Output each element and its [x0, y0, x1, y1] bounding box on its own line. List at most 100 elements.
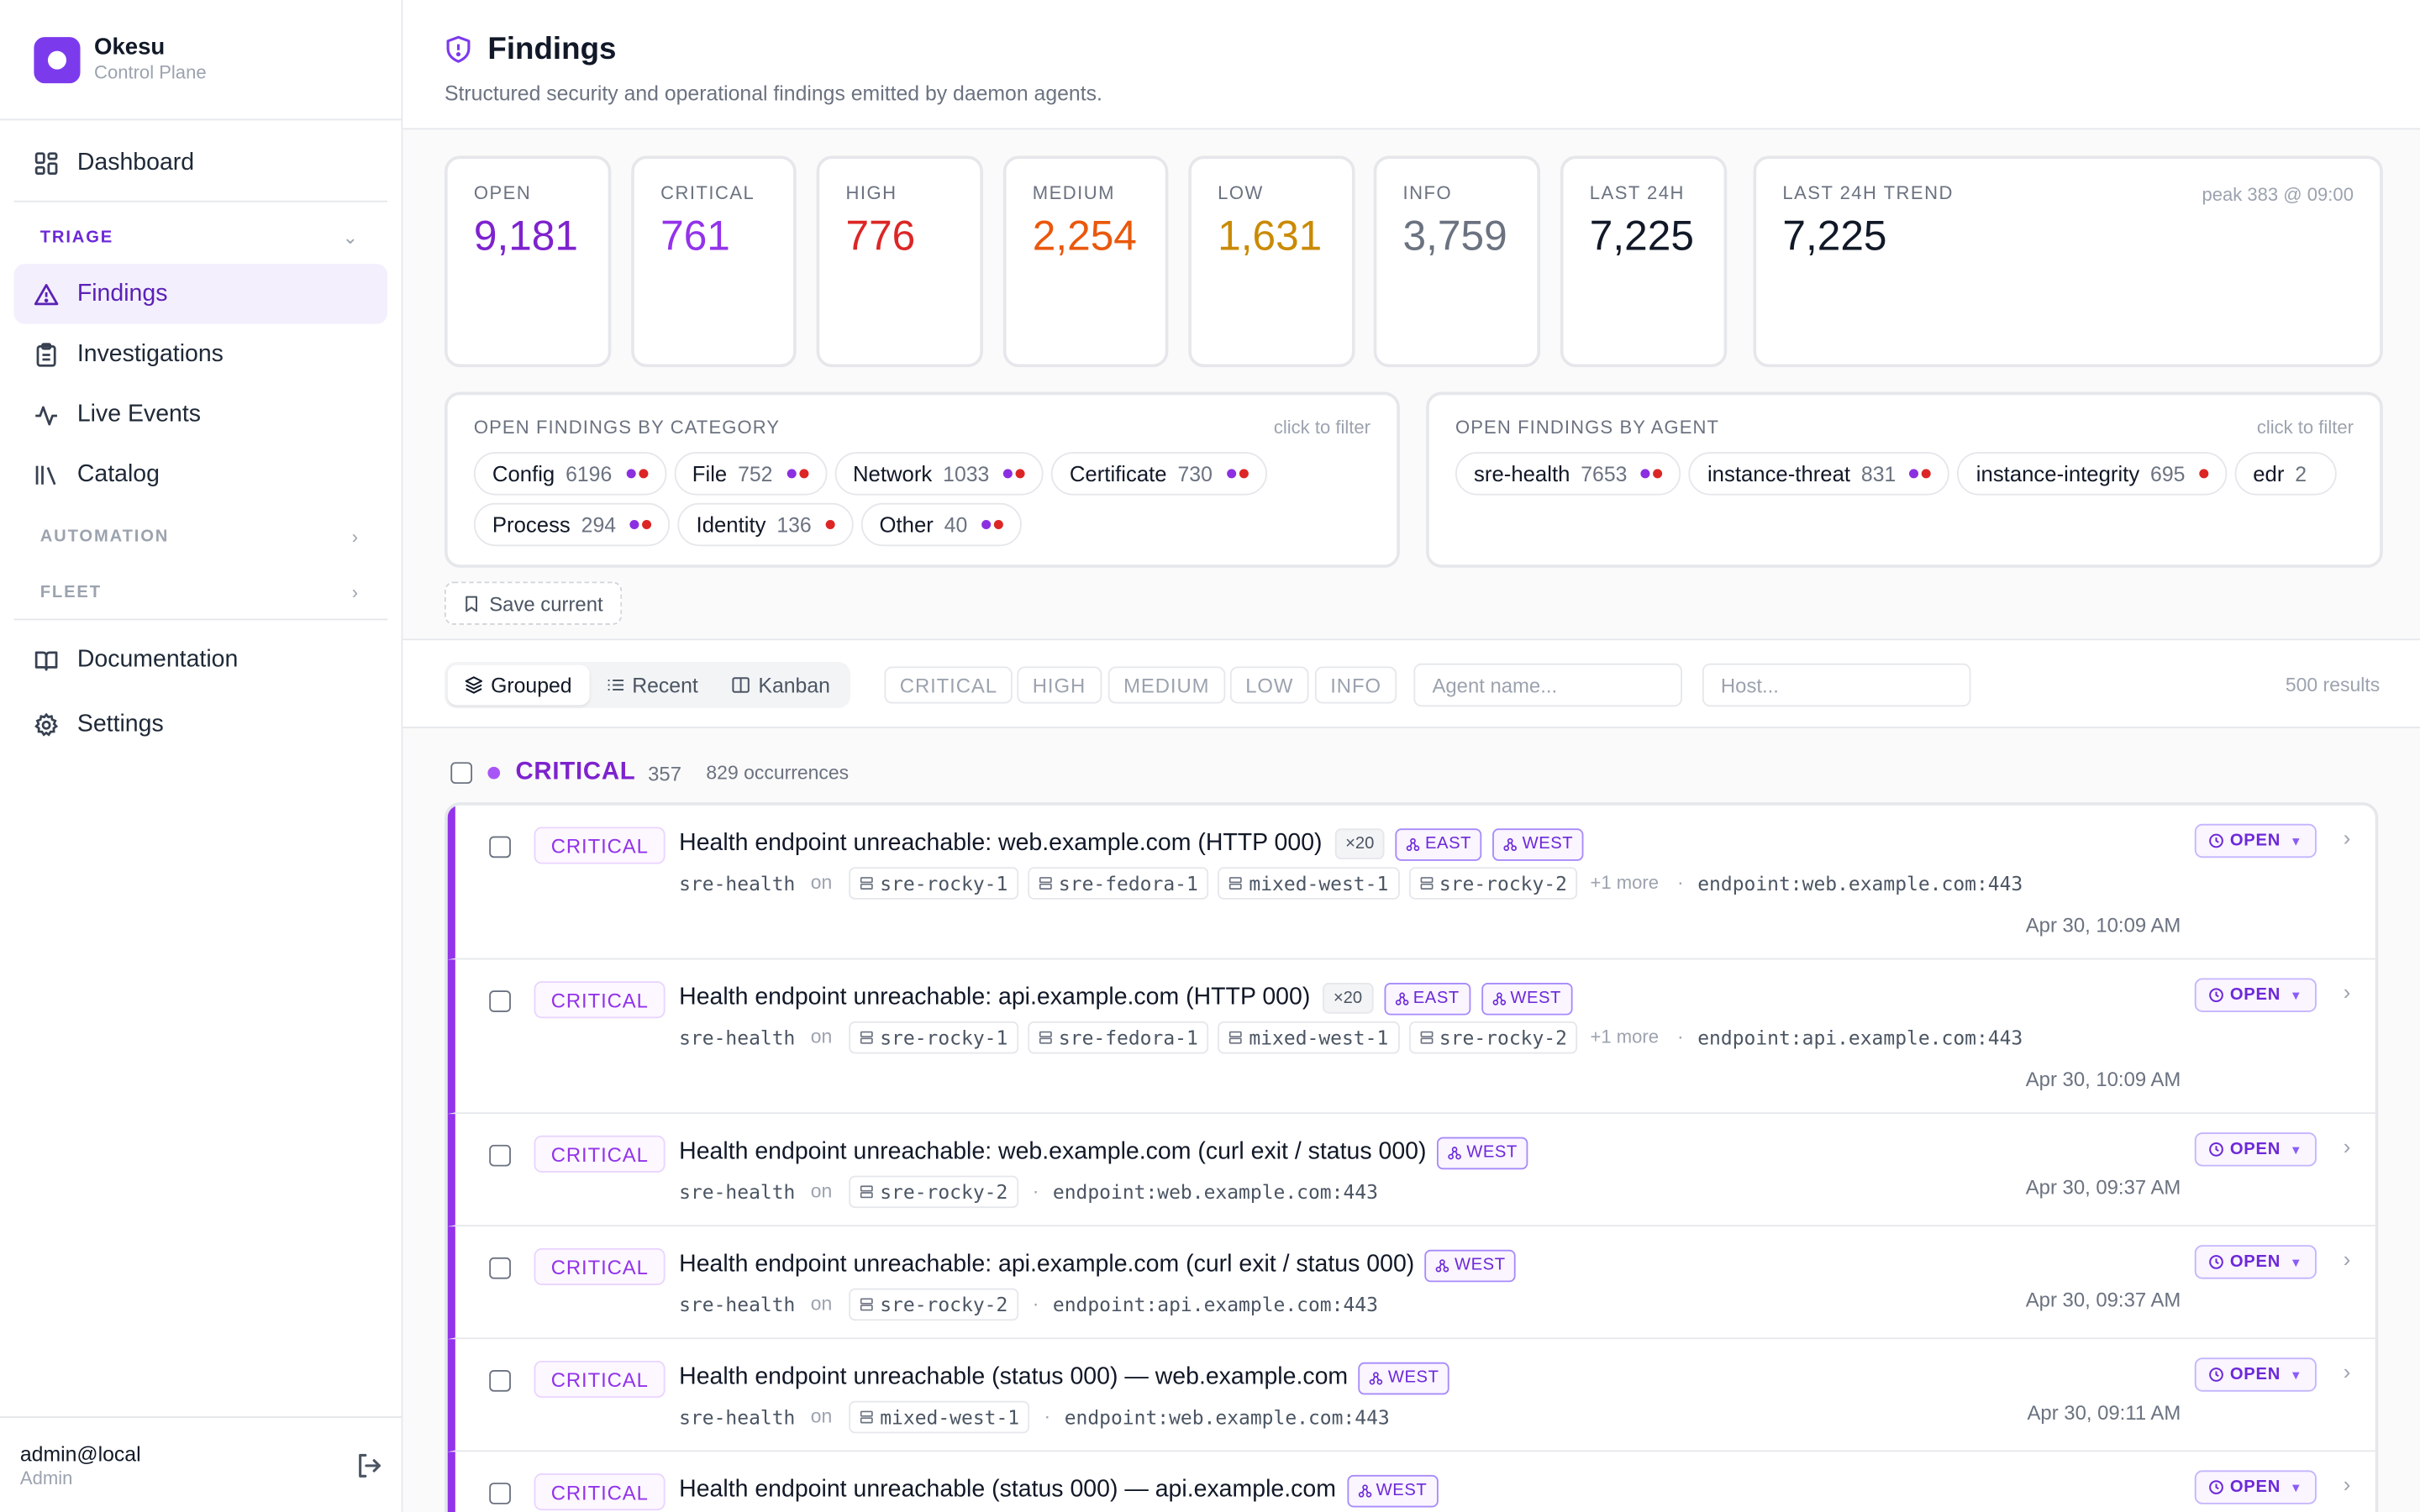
more-hosts-link[interactable]: +1 more	[1590, 1026, 1659, 1048]
finding-title[interactable]: Health endpoint unreachable: web.example…	[679, 1138, 1427, 1165]
severity-filter-low[interactable]: LOW	[1229, 666, 1309, 704]
finding-row[interactable]: CRITICAL Health endpoint unreachable: web…	[447, 805, 2375, 960]
host-tag[interactable]: sre-rocky-1	[849, 866, 1019, 899]
finding-title[interactable]: Health endpoint unreachable: web.example…	[679, 830, 1323, 857]
group-select-checkbox[interactable]	[450, 762, 473, 785]
agent-name[interactable]: sre-health	[679, 1404, 796, 1428]
filter-chip[interactable]: instance-integrity 695	[1957, 452, 2228, 496]
group-name[interactable]: CRITICAL	[515, 759, 636, 785]
severity-filter-critical[interactable]: CRITICAL	[884, 666, 1013, 704]
filter-chip[interactable]: Config 6196	[473, 452, 666, 496]
section-fleet[interactable]: FLEET ›	[14, 566, 387, 618]
save-current-button[interactable]: Save current	[444, 581, 622, 625]
host-tag[interactable]: sre-fedora-1	[1028, 1020, 1209, 1053]
finding-title[interactable]: Health endpoint unreachable (status 000)…	[679, 1363, 1349, 1390]
finding-title[interactable]: Health endpoint unreachable: api.example…	[679, 984, 1311, 1011]
severity-filter-medium[interactable]: MEDIUM	[1107, 666, 1225, 704]
region-tag[interactable]: WEST	[1481, 982, 1572, 1015]
sidebar-item-catalog[interactable]: Catalog	[14, 444, 387, 505]
host-input[interactable]	[1702, 663, 1971, 707]
sidebar-item-documentation[interactable]: Documentation	[14, 629, 387, 690]
agent-name[interactable]: sre-health	[679, 1179, 796, 1203]
region-tag[interactable]: WEST	[1437, 1136, 1528, 1169]
finding-row[interactable]: CRITICAL Health endpoint unreachable (sta…	[447, 1339, 2375, 1452]
brand[interactable]: Okesu Control Plane	[0, 0, 402, 121]
filter-chip[interactable]: Identity 136	[677, 502, 854, 547]
chevron-right-icon[interactable]: ›	[2343, 979, 2351, 1005]
sidebar-item-dashboard[interactable]: Dashboard	[14, 133, 387, 193]
status-dropdown[interactable]: OPEN ▼	[2194, 1357, 2317, 1392]
status-dropdown[interactable]: OPEN ▼	[2194, 823, 2317, 858]
chevron-right-icon[interactable]: ›	[2343, 1247, 2351, 1272]
tab-grouped[interactable]: Grouped	[447, 664, 589, 706]
host-tag[interactable]: sre-rocky-2	[1408, 866, 1578, 899]
stat-low[interactable]: LOW 1,631	[1188, 155, 1355, 368]
row-select-checkbox[interactable]	[489, 1483, 511, 1504]
severity-dots	[623, 469, 648, 479]
finding-row[interactable]: CRITICAL Health endpoint unreachable (sta…	[447, 1452, 2375, 1512]
more-hosts-link[interactable]: +1 more	[1590, 871, 1659, 894]
stat-medium[interactable]: MEDIUM 2,254	[1002, 155, 1169, 368]
status-dropdown[interactable]: OPEN ▼	[2194, 978, 2317, 1012]
stat-high[interactable]: HIGH 776	[816, 155, 983, 368]
host-tag[interactable]: mixed-west-1	[1218, 866, 1400, 899]
filter-chip[interactable]: sre-health 7653	[1455, 452, 1681, 496]
filter-chip[interactable]: Other 40	[860, 502, 1022, 547]
logout-icon[interactable]	[355, 1451, 382, 1478]
severity-filter-info[interactable]: INFO	[1314, 666, 1397, 704]
host-tag[interactable]: sre-fedora-1	[1028, 866, 1209, 899]
region-tag[interactable]: WEST	[1346, 1473, 1439, 1507]
sidebar-item-findings[interactable]: Findings	[13, 264, 388, 324]
status-dropdown[interactable]: OPEN ▼	[2194, 1470, 2317, 1504]
chevron-right-icon[interactable]: ›	[2343, 1472, 2351, 1497]
finding-timestamp: Apr 30, 09:37 AM	[2025, 1288, 2181, 1312]
region-tag[interactable]: EAST	[1383, 982, 1470, 1015]
sidebar-item-settings[interactable]: Settings	[14, 695, 387, 755]
filter-chip[interactable]: Certificate 730	[1050, 452, 1267, 496]
filter-chip[interactable]: Process 294	[473, 502, 671, 547]
sidebar-item-live-events[interactable]: Live Events	[14, 384, 387, 444]
host-tag[interactable]: mixed-west-1	[1218, 1020, 1400, 1053]
section-triage[interactable]: TRIAGE ⌄	[14, 212, 387, 264]
finding-title[interactable]: Health endpoint unreachable: api.example…	[679, 1251, 1415, 1278]
host-tag[interactable]: mixed-west-1	[849, 1399, 1030, 1433]
row-select-checkbox[interactable]	[489, 990, 511, 1012]
chevron-right-icon[interactable]: ›	[2343, 1359, 2351, 1384]
filter-chip[interactable]: File 752	[673, 452, 827, 496]
row-select-checkbox[interactable]	[489, 1369, 511, 1392]
chevron-right-icon[interactable]: ›	[2343, 1133, 2351, 1159]
host-tag[interactable]: sre-rocky-1	[849, 1020, 1019, 1053]
filter-chip[interactable]: Network 1033	[834, 452, 1044, 496]
section-automation[interactable]: AUTOMATION ›	[14, 511, 387, 563]
tab-kanban[interactable]: Kanban	[715, 665, 847, 706]
region-tag[interactable]: EAST	[1396, 827, 1482, 860]
stat-info[interactable]: INFO 3,759	[1373, 155, 1541, 368]
region-tag[interactable]: WEST	[1425, 1248, 1517, 1282]
filter-chip[interactable]: edr 2	[2234, 452, 2336, 496]
agent-name-input[interactable]	[1413, 663, 1683, 707]
sidebar-item-investigations[interactable]: Investigations	[14, 324, 387, 385]
severity-filter-high[interactable]: HIGH	[1017, 666, 1102, 704]
row-select-checkbox[interactable]	[489, 1257, 511, 1279]
stat-critical[interactable]: CRITICAL 761	[631, 155, 797, 368]
finding-row[interactable]: CRITICAL Health endpoint unreachable: api…	[447, 1226, 2375, 1340]
status-dropdown[interactable]: OPEN ▼	[2194, 1245, 2317, 1279]
status-dropdown[interactable]: OPEN ▼	[2194, 1132, 2317, 1167]
stat-open[interactable]: OPEN 9,181	[444, 155, 612, 368]
agent-name[interactable]: sre-health	[679, 1025, 796, 1049]
chevron-right-icon[interactable]: ›	[2343, 825, 2351, 851]
host-tag[interactable]: sre-rocky-2	[1408, 1020, 1578, 1053]
region-tag[interactable]: WEST	[1492, 827, 1585, 860]
finding-title[interactable]: Health endpoint unreachable (status 000)…	[679, 1476, 1336, 1503]
finding-row[interactable]: CRITICAL Health endpoint unreachable: web…	[447, 1114, 2375, 1227]
region-tag[interactable]: WEST	[1359, 1361, 1450, 1394]
tab-recent[interactable]: Recent	[589, 665, 715, 706]
host-tag[interactable]: sre-rocky-2	[849, 1287, 1019, 1320]
row-select-checkbox[interactable]	[489, 836, 511, 858]
host-tag[interactable]: sre-rocky-2	[849, 1174, 1019, 1208]
agent-name[interactable]: sre-health	[679, 1292, 796, 1315]
filter-chip[interactable]: instance-threat 831	[1688, 452, 1950, 496]
finding-row[interactable]: CRITICAL Health endpoint unreachable: api…	[447, 959, 2375, 1115]
agent-name[interactable]: sre-health	[679, 870, 796, 895]
row-select-checkbox[interactable]	[489, 1144, 511, 1167]
